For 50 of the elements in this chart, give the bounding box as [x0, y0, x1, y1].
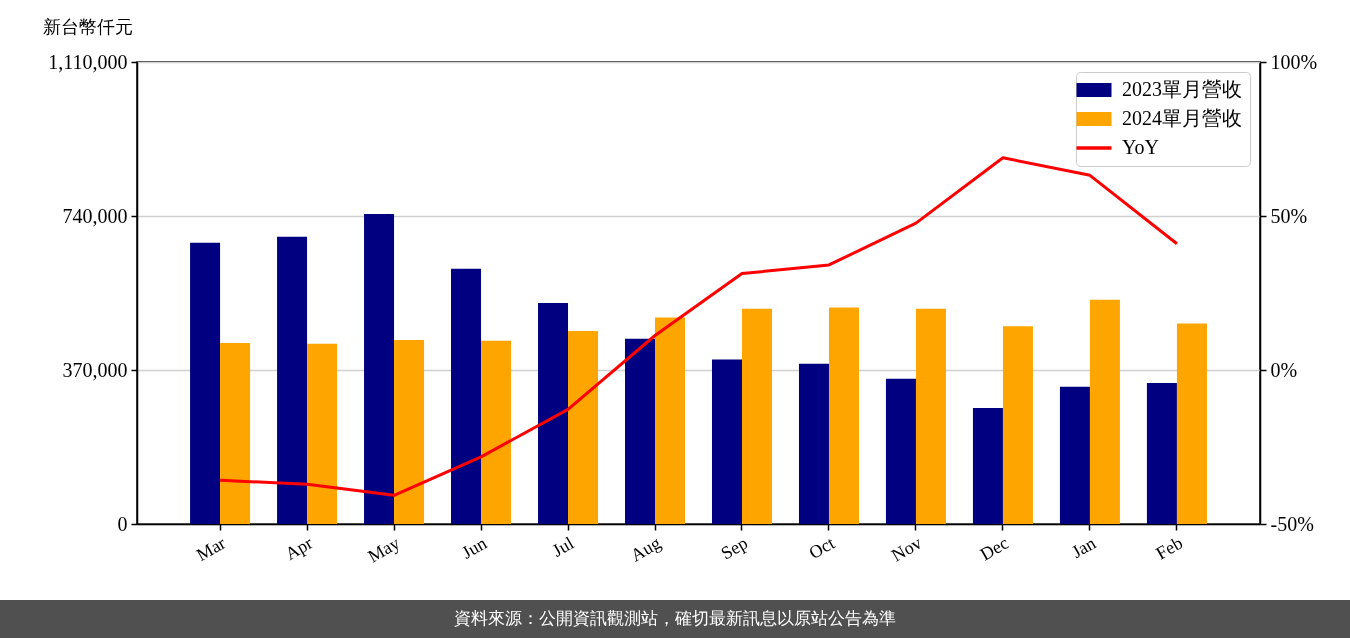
x-tick-label: Apr — [281, 532, 317, 565]
bar — [277, 236, 308, 524]
x-tick-label: May — [364, 532, 404, 567]
bar — [828, 307, 859, 524]
bar — [655, 317, 686, 524]
legend-label: YoY — [1122, 136, 1159, 158]
x-tick-label: Dec — [976, 532, 1012, 565]
legend-label: 2024單月營收 — [1122, 107, 1242, 129]
bar — [1146, 382, 1177, 524]
bar — [481, 340, 512, 524]
bar — [972, 407, 1003, 524]
bar — [190, 242, 221, 524]
y-tick-label: 1,110,000 — [48, 50, 128, 73]
bar — [538, 302, 569, 524]
x-tick-label: Sep — [717, 532, 751, 564]
line-series — [218, 156, 1179, 497]
bar — [568, 330, 599, 524]
bar — [625, 338, 656, 524]
bar — [1002, 326, 1033, 524]
y-tick-label: 0 — [117, 512, 128, 535]
y2-tick-label: 50% — [1270, 204, 1308, 227]
x-tick-label: Aug — [627, 532, 665, 566]
x-tick-label: Feb — [1152, 532, 1186, 564]
x-tick-label: Jun — [458, 532, 491, 563]
bar — [885, 378, 916, 524]
bar — [451, 268, 482, 524]
bar — [220, 342, 251, 524]
y-axis-title: 新台幣仟元 — [42, 16, 133, 37]
y2-tick-label: 0% — [1270, 358, 1298, 381]
y2-tick-label: -50% — [1270, 512, 1314, 535]
bar — [741, 308, 772, 524]
bar — [394, 340, 425, 524]
x-tick-label: Oct — [805, 532, 838, 564]
bar — [1089, 299, 1120, 524]
bar — [798, 363, 829, 524]
y-tick-label: 370,000 — [62, 358, 128, 381]
y2-tick-label: 100% — [1270, 50, 1318, 73]
x-tick-label: Jul — [548, 532, 578, 561]
x-tick-label: Mar — [193, 532, 230, 566]
x-tick-label: Jan — [1068, 532, 1099, 563]
bar — [711, 359, 742, 524]
bar — [307, 343, 338, 524]
x-tick-label: Nov — [888, 532, 925, 566]
source-note: 資料來源：公開資訊觀測站，確切最新訊息以原站公告為準 — [454, 608, 896, 628]
legend-label: 2023單月營收 — [1122, 78, 1242, 100]
bar — [1059, 386, 1090, 524]
bar — [364, 213, 395, 524]
y-tick-label: 740,000 — [62, 204, 128, 227]
bar — [915, 308, 946, 524]
bar — [1176, 323, 1207, 524]
